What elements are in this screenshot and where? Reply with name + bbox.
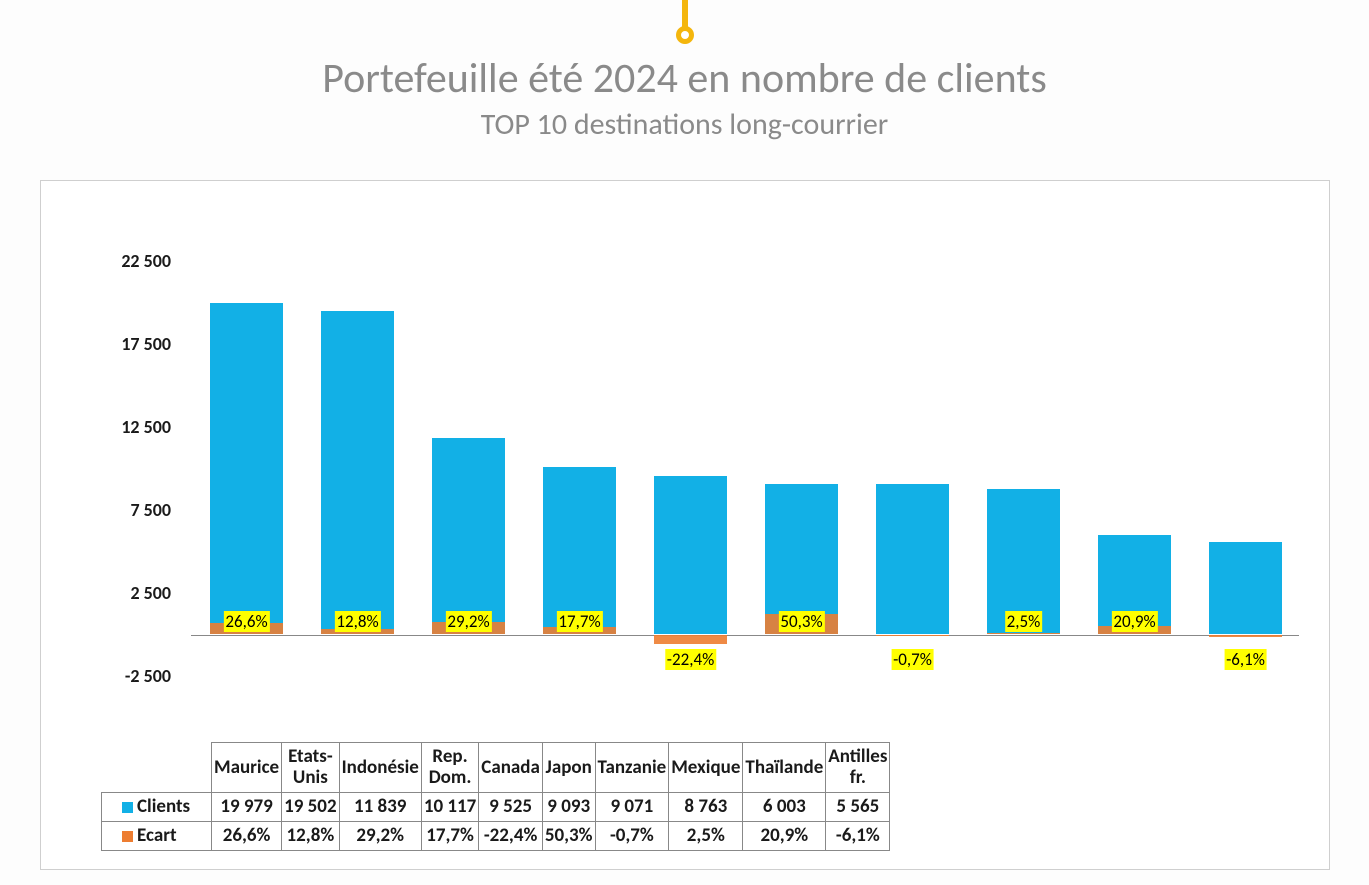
- ecart-cell: 50,3%: [542, 822, 595, 851]
- ecart-cell: 2,5%: [669, 822, 743, 851]
- y-tick-label: 22 500: [121, 250, 171, 272]
- row-header-ecart: Ecart: [102, 822, 212, 851]
- bar: [432, 438, 505, 635]
- clients-cell: 19 502: [282, 793, 339, 822]
- category-header: Mexique: [669, 742, 743, 793]
- clients-cell: 9 071: [595, 793, 669, 822]
- bar: [1209, 542, 1282, 634]
- bar: [543, 467, 616, 635]
- y-tick-label: 17 500: [121, 333, 171, 355]
- ecart-cell: 17,7%: [421, 822, 478, 851]
- bar: [210, 303, 283, 635]
- category-header: Canada: [479, 742, 543, 793]
- ecart-cell: -0,7%: [595, 822, 669, 851]
- pct-label: 12,8%: [334, 611, 380, 632]
- category-header: Thaïlande: [743, 742, 826, 793]
- ecart-bar: [987, 633, 1060, 634]
- clients-cell: 11 839: [339, 793, 421, 822]
- pct-label: -6,1%: [1224, 649, 1267, 670]
- ecart-bar: [1209, 635, 1282, 638]
- ecart-cell: 12,8%: [282, 822, 339, 851]
- category-header: Rep.Dom.: [421, 742, 478, 793]
- clients-cell: 6 003: [743, 793, 826, 822]
- ecart-cell: 20,9%: [743, 822, 826, 851]
- ecart-cell: -22,4%: [479, 822, 543, 851]
- y-tick-label: 12 500: [121, 416, 171, 438]
- chart-container: -2 500 2 500 7 500 12 500 17 500 22 500 26,6%…: [40, 180, 1330, 870]
- ecart-cell: 26,6%: [212, 822, 282, 851]
- pct-label: -0,7%: [891, 649, 934, 670]
- clients-cell: 8 763: [669, 793, 743, 822]
- bar: [654, 476, 727, 634]
- category-header: Indonésie: [339, 742, 421, 793]
- chart-subtitle: TOP 10 destinations long-courrier: [0, 106, 1369, 143]
- title-block: Portefeuille été 2024 en nombre de clien…: [0, 56, 1369, 143]
- ecart-bar: [654, 635, 727, 644]
- bar: [321, 311, 394, 635]
- legend-swatch-ecart: [122, 831, 133, 842]
- category-header: Antillesfr.: [826, 742, 890, 793]
- clients-cell: 9 093: [542, 793, 595, 822]
- ecart-cell: -6,1%: [826, 822, 890, 851]
- clients-cell: 10 117: [421, 793, 478, 822]
- table-corner: [102, 742, 212, 793]
- clients-cell: 5 565: [826, 793, 890, 822]
- category-header: Tanzanie: [595, 742, 669, 793]
- chart-title: Portefeuille été 2024 en nombre de clien…: [0, 56, 1369, 102]
- pct-label: 17,7%: [556, 611, 602, 632]
- y-axis-ticks: -2 5002 5007 50012 50017 50022 500: [41, 261, 191, 676]
- pct-label: 26,6%: [223, 611, 269, 632]
- category-header: Japon: [542, 742, 595, 793]
- clients-cell: 19 979: [212, 793, 282, 822]
- legend-swatch-clients: [122, 802, 133, 813]
- bar: [876, 484, 949, 635]
- ecart-bar: [876, 635, 949, 636]
- bars-layer: 26,6% 12,8% 29,2% 17,7% -22,4% 50,3% -0,7% 2,5%…: [191, 261, 1299, 676]
- y-tick-label: 7 500: [130, 499, 171, 521]
- pct-label: 20,9%: [1111, 611, 1157, 632]
- category-header: Maurice: [212, 742, 282, 793]
- data-table: MauriceEtats-UnisIndonésieRep.Dom.Canada…: [101, 742, 890, 851]
- pct-label: 50,3%: [778, 611, 824, 632]
- pct-label: -22,4%: [665, 649, 716, 670]
- y-tick-label: -2 500: [125, 665, 171, 687]
- plot-area: 26,6% 12,8% 29,2% 17,7% -22,4% 50,3% -0,7% 2,5%…: [191, 261, 1299, 676]
- clients-cell: 9 525: [479, 793, 543, 822]
- category-header: Etats-Unis: [282, 742, 339, 793]
- decor-circle: [676, 26, 694, 44]
- page: Portefeuille été 2024 en nombre de clien…: [0, 0, 1369, 885]
- ecart-cell: 29,2%: [339, 822, 421, 851]
- pct-label: 29,2%: [445, 611, 491, 632]
- pct-label: 2,5%: [1005, 611, 1043, 632]
- y-tick-label: 2 500: [130, 582, 171, 604]
- row-header-clients: Clients: [102, 793, 212, 822]
